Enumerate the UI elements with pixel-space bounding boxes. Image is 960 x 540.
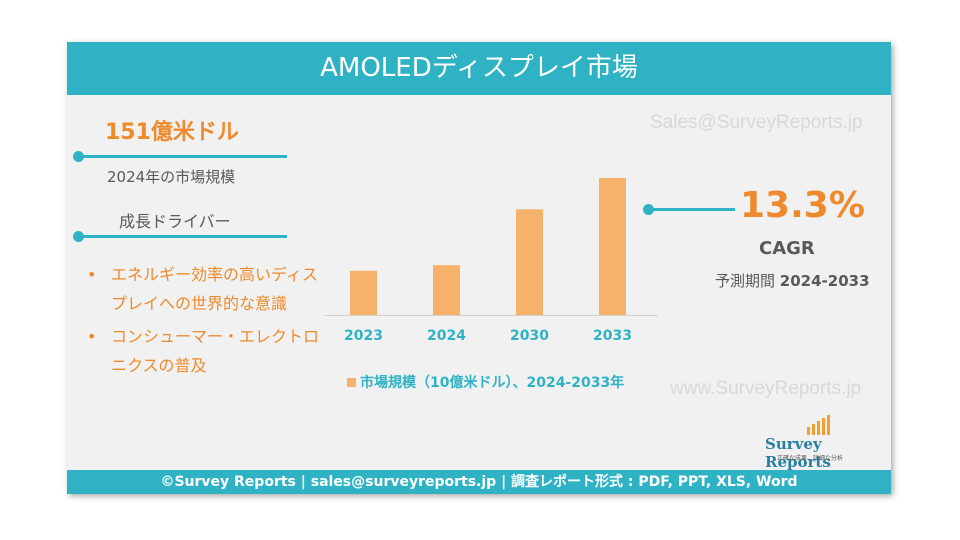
forecast-period-years: 2024-2033: [779, 272, 870, 290]
logo-tagline: 正確な成果、詳細な分析: [777, 455, 844, 462]
legend-label: 市場規模（10億米ドル）、2024-2033年: [360, 375, 625, 391]
forecast-period-label: 予測期間: [715, 272, 776, 290]
growth-drivers-heading: 成長ドライバー: [119, 212, 231, 231]
forecast-period: 予測期間 2024-2033: [715, 270, 870, 291]
bar-2023: [350, 270, 377, 315]
market-size-caption: 2024年の市場規模: [107, 168, 236, 186]
bar-chart-logo-icon: [807, 415, 830, 435]
page-title: AMOLEDディスプレイ市場: [67, 42, 891, 95]
site-watermark: www.SurveyReports.jp: [670, 378, 862, 399]
x-tick-label: 2030: [510, 328, 549, 344]
x-tick-label: 2033: [593, 328, 632, 344]
cagr-label: CAGR: [759, 238, 815, 259]
survey-reports-logo: Survey Reports 正確な成果、詳細な分析: [765, 415, 885, 471]
market-size-chart: 2023 2024 2030 2033: [325, 162, 665, 362]
footer-bar: ©Survey Reports | sales@surveyreports.jp…: [67, 470, 891, 494]
logo-name: Survey Reports: [765, 435, 831, 471]
list-item: • コンシューマー・エレクトロニクスの普及: [87, 327, 320, 375]
cagr-value: 13.3%: [740, 185, 865, 226]
market-size-divider: [77, 155, 287, 158]
bar-2030: [516, 209, 543, 315]
infographic-card: AMOLEDディスプレイ市場 151億米ドル 2024年の市場規模 成長ドライバ…: [67, 42, 891, 494]
bar-2033: [599, 178, 626, 315]
list-item: • エネルギー効率の高いディスプレイへの世界的な意識: [87, 265, 318, 313]
bar-2024: [433, 265, 460, 315]
growth-drivers-list: • エネルギー効率の高いディスプレイへの世界的な意識 • コンシューマー・エレクトロ…: [87, 260, 319, 384]
growth-drivers-divider: [77, 235, 287, 238]
legend-swatch: [347, 378, 356, 387]
cagr-connector: [647, 208, 735, 211]
email-watermark: Sales@SurveyReports.jp: [650, 112, 863, 133]
x-tick-label: 2024: [427, 328, 466, 344]
market-size-value: 151億米ドル: [105, 120, 239, 145]
chart-legend: 市場規模（10億米ドル）、2024-2033年: [347, 372, 624, 392]
bar-chart: 2023 2024 2030 2033: [325, 178, 658, 344]
x-tick-label: 2023: [344, 328, 383, 344]
